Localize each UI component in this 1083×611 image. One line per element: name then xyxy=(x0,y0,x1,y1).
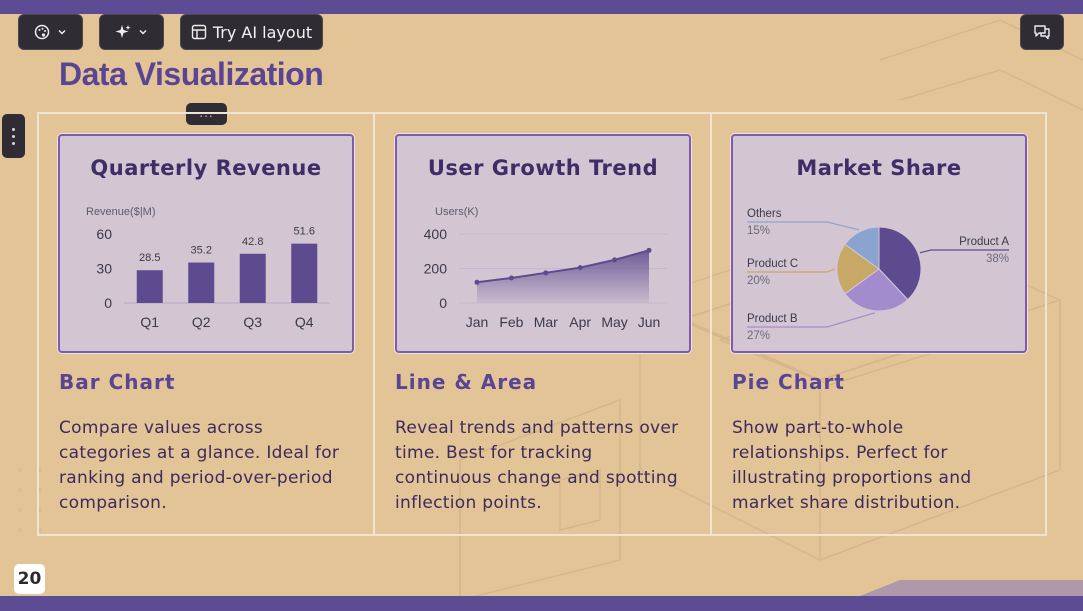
theme-button[interactable] xyxy=(18,14,83,50)
top-accent-band xyxy=(0,0,1083,14)
content-grid xyxy=(37,112,1047,536)
x-tick-label: Apr xyxy=(569,314,591,330)
slice-label: Product B xyxy=(747,313,798,325)
leader-line xyxy=(919,249,1009,254)
data-label: 51.6 xyxy=(294,226,315,238)
leader-line xyxy=(747,268,836,273)
bottom-accent-band xyxy=(0,596,1083,611)
pie-slice xyxy=(836,243,880,295)
drag-handle[interactable] xyxy=(2,114,25,158)
pie-slice xyxy=(844,268,909,312)
comments-button[interactable] xyxy=(1020,14,1064,50)
x-tick-label: May xyxy=(601,314,627,330)
layout-icon xyxy=(191,24,207,40)
data-point xyxy=(646,247,652,253)
x-tick-label: Q4 xyxy=(295,314,314,330)
series-line xyxy=(476,249,650,284)
column-divider xyxy=(373,112,375,536)
area-fill xyxy=(477,250,649,303)
y-tick-label: 0 xyxy=(104,295,112,311)
data-point xyxy=(577,265,583,271)
more-options-button[interactable]: ... xyxy=(186,103,227,125)
column-heading: Line & Area xyxy=(395,370,538,394)
chevron-down-icon xyxy=(137,26,149,38)
x-tick-label: Jun xyxy=(638,314,661,330)
line-chart-card: User Growth Trend Users(K) 0 200 400 Jan Feb M… xyxy=(395,134,691,353)
data-point xyxy=(474,279,480,285)
slice-percent: 20% xyxy=(747,275,770,287)
page-title: Data Visualization xyxy=(59,56,324,92)
ai-magic-button[interactable] xyxy=(99,14,164,50)
bar xyxy=(188,262,215,303)
y-axis-label: Revenue($|M) xyxy=(86,206,156,218)
card-title: Quarterly Revenue xyxy=(90,156,322,180)
leader-line xyxy=(747,221,860,231)
page-number: 20 xyxy=(14,564,45,594)
y-tick-label: 60 xyxy=(96,226,112,242)
column-description: Show part-to-whole relationships. Perfec… xyxy=(732,418,972,513)
slice-label: Product A xyxy=(959,236,1009,248)
leader-line xyxy=(747,312,876,328)
pie-chart-card: Market Share Product A 38% Product B 27% Pro… xyxy=(731,134,1027,353)
chevron-down-icon xyxy=(56,26,68,38)
data-point xyxy=(508,275,514,281)
y-tick-label: 400 xyxy=(424,226,448,242)
slice-label: Product C xyxy=(747,258,798,270)
column-divider xyxy=(710,112,712,536)
sparkles-icon xyxy=(115,24,131,40)
bar xyxy=(136,270,163,303)
x-tick-label: Feb xyxy=(499,314,523,330)
column-heading: Bar Chart xyxy=(59,370,176,394)
data-label: 42.8 xyxy=(242,236,263,248)
slice-percent: 38% xyxy=(986,253,1009,265)
column-description: Reveal trends and patterns over time. Be… xyxy=(395,418,679,513)
try-ai-layout-button[interactable]: Try AI layout xyxy=(180,14,323,50)
y-tick-label: 200 xyxy=(424,261,448,277)
y-tick-label: 30 xyxy=(96,261,112,277)
bar-chart: Revenue($|M) 0 30 60 28.5 Q1 35.2 Q2 42.8 Q3 51.6 Q… xyxy=(86,206,330,330)
card-title: Market Share xyxy=(796,156,962,180)
data-point xyxy=(612,257,618,263)
y-tick-label: 0 xyxy=(439,295,447,311)
data-label: 28.5 xyxy=(139,252,160,264)
bar-chart-card: Quarterly Revenue Revenue($|M) 0 30 60 28.5 Q… xyxy=(58,134,354,353)
x-tick-label: Q3 xyxy=(243,314,262,330)
bar xyxy=(291,243,318,303)
pie-chart: Product A 38% Product B 27% Product C 20% Othe… xyxy=(747,208,1009,342)
data-point xyxy=(543,270,549,276)
x-tick-label: Q2 xyxy=(192,314,211,330)
try-ai-layout-label: Try AI layout xyxy=(212,22,313,42)
comment-icon xyxy=(1033,24,1051,40)
slice-label: Others xyxy=(747,208,782,220)
palette-icon xyxy=(34,24,50,40)
card-title: User Growth Trend xyxy=(427,156,659,180)
column-description: Compare values across categories at a gl… xyxy=(59,418,340,513)
area-chart: Users(K) 0 200 400 Jan Feb Mar Apr May Jun xyxy=(424,206,667,330)
slice-percent: 15% xyxy=(747,225,770,237)
bar xyxy=(239,253,266,303)
column-heading: Pie Chart xyxy=(732,370,845,394)
x-tick-label: Mar xyxy=(534,314,558,330)
pie-slice xyxy=(878,226,922,301)
x-tick-label: Q1 xyxy=(140,314,159,330)
slice-percent: 27% xyxy=(747,330,770,342)
x-tick-label: Jan xyxy=(466,314,489,330)
pie-slice xyxy=(844,226,880,270)
y-axis-label: Users(K) xyxy=(435,206,478,218)
data-label: 35.2 xyxy=(191,245,212,257)
